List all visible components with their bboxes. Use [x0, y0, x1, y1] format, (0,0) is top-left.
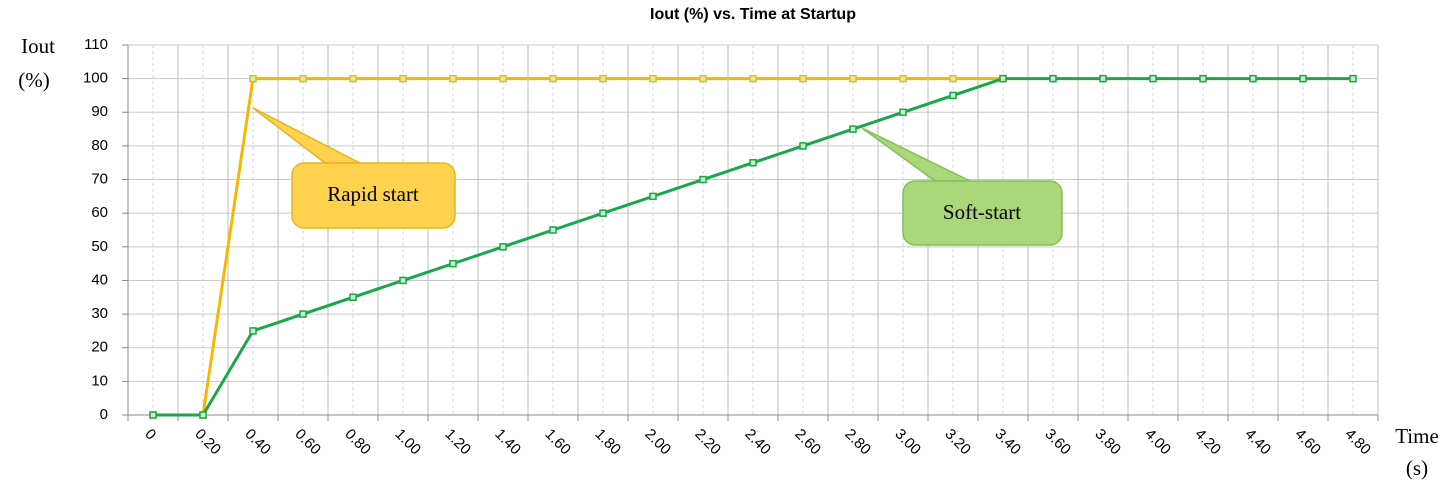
callout-box: [291, 162, 456, 229]
y-tick-label: 100: [83, 70, 108, 87]
point-marker: [399, 74, 407, 83]
point-marker: [299, 310, 307, 318]
point-marker: [1199, 74, 1207, 83]
point-marker: [649, 74, 657, 83]
x-tick-label: 3.00: [891, 426, 924, 459]
y-tick-label: 80: [91, 137, 108, 154]
x-tick-label: 1.80: [591, 426, 624, 459]
x-axis-label: (s): [1406, 456, 1428, 480]
y-tick-label: 60: [91, 204, 108, 221]
x-tick-label: 3.80: [1091, 426, 1124, 459]
x-tick-label: 1.40: [491, 426, 524, 459]
point-marker: [699, 175, 707, 184]
point-marker: [899, 108, 907, 117]
x-tick-label: 0.20: [191, 426, 224, 459]
x-tick-label: 4.20: [1191, 426, 1224, 459]
point-marker: [599, 209, 607, 217]
x-tick-label: 4.00: [1141, 426, 1174, 459]
y-tick-label: 0: [100, 406, 108, 423]
x-tick-label: 2.00: [641, 426, 674, 459]
callout-joint: [935, 182, 970, 184]
point-marker: [299, 74, 307, 83]
point-marker: [149, 411, 157, 419]
chart-title: Iout (%) vs. Time at Startup: [650, 6, 856, 23]
point-marker: [1149, 74, 1157, 83]
point-marker: [799, 74, 807, 83]
point-marker: [899, 74, 907, 83]
callout-pointer: [252, 107, 361, 164]
point-marker: [349, 293, 357, 302]
x-tick-label: 2.60: [791, 426, 824, 459]
point-marker: [1099, 74, 1107, 83]
y-tick-label: 30: [91, 305, 108, 322]
x-tick-label: 0: [141, 426, 159, 444]
annotation: Soft-start: [943, 200, 1021, 224]
y-tick-label: 40: [91, 271, 108, 288]
point-marker: [1349, 74, 1357, 83]
point-marker: [949, 91, 957, 100]
x-tick-label: 2.20: [691, 426, 724, 459]
point-marker: [749, 74, 757, 83]
x-tick-label: 4.40: [1241, 426, 1274, 459]
x-tick-label: 2.40: [741, 426, 774, 459]
x-tick-label: 3.20: [941, 426, 974, 459]
x-axis-label: Time: [1395, 424, 1439, 448]
grid: [122, 44, 1379, 421]
point-marker: [699, 74, 707, 83]
point-marker: [449, 259, 457, 268]
point-marker: [549, 226, 557, 234]
point-marker: [949, 74, 957, 83]
series-line: [153, 77, 1003, 417]
callout-soft: Soft-start: [861, 127, 1063, 246]
point-marker: [649, 192, 657, 201]
x-tick-label: 0.80: [341, 426, 374, 459]
y-tick-label: 70: [91, 171, 108, 188]
x-tick-label: 0.40: [241, 426, 274, 459]
callout-box: [902, 180, 1063, 246]
point-marker: [199, 411, 207, 419]
y-axis-label: Iout: [21, 34, 55, 58]
x-tick-label: 1.60: [541, 426, 574, 459]
point-marker: [499, 243, 507, 251]
x-tick-label: 1.00: [391, 426, 424, 459]
y-tick-label: 90: [91, 103, 108, 120]
plot: [149, 74, 1357, 419]
point-marker: [749, 158, 757, 167]
point-marker: [849, 74, 857, 83]
x-tick-label: 3.60: [1041, 426, 1074, 459]
x-tick-label: 2.80: [841, 426, 874, 459]
point-marker: [549, 74, 557, 83]
x-tick-label: 1.20: [441, 426, 474, 459]
point-marker: [399, 276, 407, 285]
annotation: Rapid start: [327, 182, 419, 206]
x-tick-label: 3.40: [991, 426, 1024, 459]
point-marker: [249, 327, 257, 335]
point-marker: [349, 74, 357, 83]
point-marker: [499, 74, 507, 83]
point-marker: [999, 74, 1007, 83]
y-tick-label: 20: [91, 339, 108, 356]
point-marker: [1049, 74, 1057, 83]
y-tick-label: 50: [91, 238, 108, 255]
point-marker: [449, 74, 457, 83]
y-tick-label: 110: [84, 36, 108, 53]
point-marker: [599, 74, 607, 83]
point-marker: [849, 125, 857, 133]
x-tick-label: 4.60: [1291, 426, 1324, 459]
point-marker: [1299, 74, 1307, 83]
x-tick-label: 0.60: [291, 426, 324, 459]
point-marker: [249, 74, 257, 83]
x-tick-label: 4.80: [1341, 426, 1374, 459]
callout-joint: [325, 164, 360, 166]
y-tick-label: 10: [91, 372, 108, 389]
y-axis-label: (%): [18, 68, 49, 92]
callout-rapid: Rapid start: [252, 107, 456, 229]
point-marker: [799, 142, 807, 150]
point-marker: [1249, 74, 1257, 83]
